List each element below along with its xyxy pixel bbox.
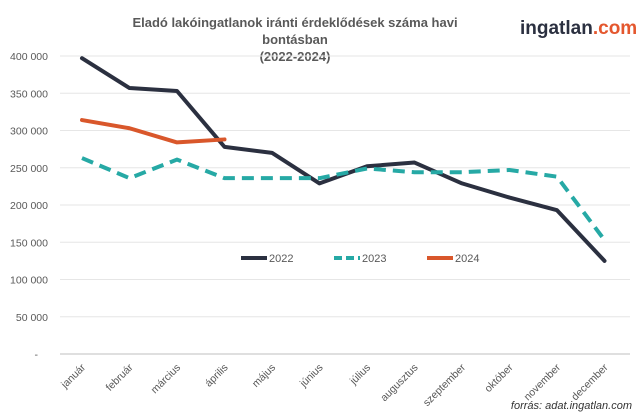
y-tick-label: 50 000 — [16, 312, 48, 324]
series-line-2023 — [81, 156, 607, 242]
x-tick-label: május — [250, 362, 278, 390]
x-tick-label: november — [522, 361, 564, 403]
x-tick-label: július — [347, 362, 373, 388]
logo-suffix: .com — [592, 18, 638, 39]
x-tick-label: június — [297, 362, 326, 391]
x-tick-label: október — [482, 361, 516, 395]
y-tick-label: 350 000 — [10, 88, 48, 100]
x-tick-label: március — [149, 362, 183, 396]
title-line: Eladó lakóingatlanok iránti érdeklődések… — [132, 15, 458, 47]
y-tick-label: 100 000 — [10, 275, 48, 287]
x-tick-label: augusztus — [378, 362, 420, 404]
legend-label-2024: 2024 — [455, 253, 479, 265]
y-tick-label: 250 000 — [10, 163, 48, 175]
source-note: forrás: adat.ingatlan.com — [510, 400, 632, 412]
legend-label-2023: 2023 — [362, 253, 386, 265]
legend-label-2022: 2022 — [269, 253, 293, 265]
x-tick-label: április — [203, 362, 231, 390]
y-tick-label: 300 000 — [10, 126, 48, 138]
logo-main: ingatlan — [520, 18, 593, 39]
series-line-2024 — [80, 118, 227, 145]
x-tick-label: szeptember — [421, 361, 469, 409]
chart-title: Eladó lakóingatlanok iránti érdeklődések… — [120, 14, 470, 65]
x-tick-label: január — [58, 361, 88, 391]
series-line-2022 — [80, 56, 607, 263]
x-tick-label: február — [104, 361, 136, 393]
y-tick-label: - — [35, 349, 39, 361]
y-tick-label: 150 000 — [10, 237, 48, 249]
x-tick-label: december — [569, 361, 611, 403]
y-tick-label: 200 000 — [10, 200, 48, 212]
y-tick-label: 400 000 — [10, 51, 48, 63]
ingatlan-logo: ingatlan.com — [520, 18, 637, 40]
